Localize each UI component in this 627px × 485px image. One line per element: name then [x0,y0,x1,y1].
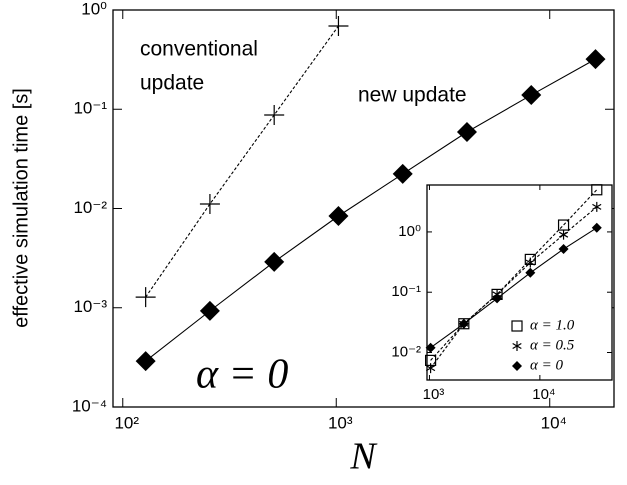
x-tick-label: 10² [114,413,139,432]
y-tick-label: 10⁰ [398,223,421,240]
diamond [199,300,220,321]
x-tick-label: 10⁴ [541,413,567,432]
marker [512,361,522,371]
annotation: α = 0 [196,352,288,398]
marker [525,257,535,268]
marker [328,206,349,227]
series-line [430,227,598,349]
marker [425,342,436,353]
marker [521,85,542,106]
annotation: update [140,72,204,95]
marker [492,293,503,304]
diamond [328,206,349,227]
marker [199,300,220,321]
square [511,320,523,332]
marker [591,222,602,233]
y-tick-label: 10⁰ [81,0,107,18]
x-tick-label: 10⁴ [532,386,555,403]
diamond [585,49,606,70]
marker [135,287,156,308]
diamond [591,222,602,233]
y-tick-label: 10⁻³ [73,297,107,316]
marker [264,105,285,126]
series-line [430,206,598,369]
square [591,184,603,196]
star-arm [558,231,569,238]
y-tick-label: 10⁻¹ [73,99,107,118]
marker [458,318,469,329]
marker [512,341,522,351]
diamond [558,244,569,255]
diamond [135,351,156,372]
diamond [425,342,436,353]
marker [558,229,569,240]
marker [199,194,220,215]
series-line [145,58,596,362]
diamond [512,361,522,371]
diamond [392,163,413,184]
diamond [525,267,536,278]
marker [592,201,602,212]
diamond [492,293,503,304]
star-arm [425,365,436,372]
marker [328,15,349,36]
series-line [145,25,339,298]
diamond [458,318,469,329]
x-tick-label: 10³ [423,386,445,403]
marker [511,320,523,332]
diamond [264,251,285,272]
marker [525,267,536,278]
legend-label: α = 0 [530,357,563,373]
annotation: conventional [140,38,258,61]
legend-label: α = 1.0 [530,317,575,333]
star-arm [512,342,522,350]
x-tick-label: 10³ [328,413,353,432]
marker [591,184,603,196]
marker [456,121,477,142]
diamond [521,85,542,106]
marker [585,49,606,70]
star-arm [525,259,535,266]
star-arm [592,203,602,210]
marker [392,163,413,184]
annotation: new update [358,84,467,107]
x-axis-label: N [349,436,378,478]
y-tick-label: 10⁻² [73,198,107,217]
y-tick-label: 10⁻² [391,343,421,360]
marker [425,363,436,374]
legend-label: α = 0.5 [530,337,575,353]
marker [558,244,569,255]
marker [264,251,285,272]
y-axis-label: effective simulation time [s] [10,88,32,328]
y-tick-label: 10⁻¹ [391,283,421,300]
plot-frame [426,184,613,381]
diamond [456,121,477,142]
series-line [430,189,598,361]
y-tick-label: 10⁻⁴ [72,396,107,415]
marker [135,351,156,372]
